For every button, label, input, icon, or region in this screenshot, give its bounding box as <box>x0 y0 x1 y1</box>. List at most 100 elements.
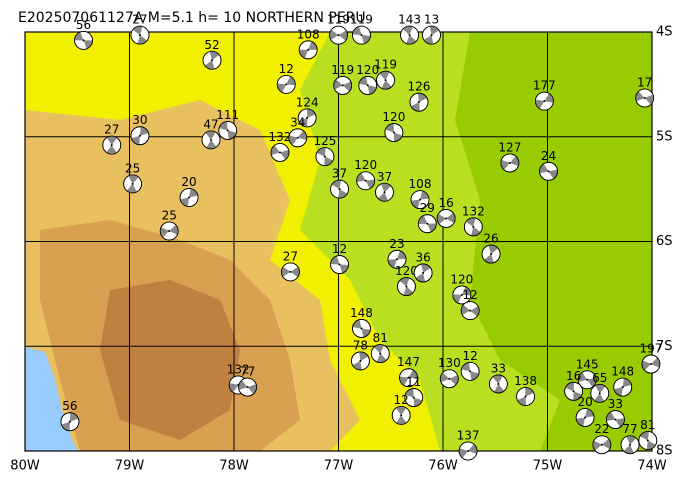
beachball-quadrant <box>388 259 398 268</box>
beachball-center <box>600 443 603 446</box>
beachball-quadrant <box>160 227 170 238</box>
focal-mechanism <box>399 368 418 388</box>
beachball-outline <box>410 190 430 210</box>
focal-mechanism <box>463 217 483 237</box>
beachball-quadrant <box>380 183 391 193</box>
beachball-outline <box>218 121 238 140</box>
beachball-center <box>296 136 299 139</box>
beachball-outline <box>391 405 411 425</box>
depth-label: 148 <box>350 306 373 320</box>
beachball-center <box>646 439 649 442</box>
beachball-center <box>419 198 422 201</box>
beachball-quadrant <box>381 80 392 90</box>
beachball-quadrant <box>421 263 431 273</box>
beachball-center <box>408 34 411 37</box>
beachball-outline <box>500 153 520 173</box>
beachball-quadrant <box>238 380 248 391</box>
beachball-quadrant <box>594 393 605 403</box>
beachball-center <box>138 134 141 137</box>
focal-mechanism <box>238 377 257 397</box>
beachball-center <box>383 191 386 194</box>
beachball-center <box>524 395 527 398</box>
beachball-quadrant <box>539 163 549 174</box>
focal-mechanism <box>288 128 308 148</box>
focal-mechanism <box>123 174 143 194</box>
beachball-quadrant <box>247 384 257 395</box>
beachball-outline <box>436 209 456 228</box>
focal-mechanism <box>635 88 655 108</box>
focal-mechanism <box>638 431 658 450</box>
depth-label: 126 <box>408 80 431 94</box>
beachball-quadrant <box>106 136 118 146</box>
beachball-center <box>400 414 403 417</box>
beachball-quadrant <box>405 388 414 398</box>
beachball-center <box>472 225 475 228</box>
beachball-center <box>412 396 415 399</box>
depth-label: 13 <box>424 13 439 27</box>
focal-mechanism <box>276 74 296 94</box>
beachball-outline <box>201 130 221 150</box>
beachball-outline <box>590 383 610 403</box>
depth-label: 197 <box>640 342 663 356</box>
beachball-outline <box>638 431 658 450</box>
beachball-center <box>417 101 420 104</box>
beachball-center <box>586 378 589 381</box>
beachball-center <box>448 377 451 380</box>
beachball-quadrant <box>396 415 407 425</box>
beachball-quadrant <box>69 412 79 422</box>
beachball-quadrant <box>592 440 602 451</box>
beachball-quadrant <box>465 217 476 227</box>
beachball-outline <box>606 410 625 429</box>
depth-label: 30 <box>132 113 147 127</box>
beachball-center <box>211 59 214 62</box>
lat-tick-label: 6S <box>656 234 673 249</box>
depth-label: 130 <box>438 356 461 370</box>
lon-tick-label: 77W <box>324 459 354 474</box>
beachball-quadrant <box>565 382 574 392</box>
beachball-quadrant <box>427 223 437 232</box>
beachball-quadrant <box>415 272 426 282</box>
beachball-quadrant <box>169 224 179 235</box>
beachball-center <box>341 84 344 87</box>
depth-label: 25 <box>162 209 177 223</box>
beachball-quadrant <box>461 304 471 315</box>
beachball-outline <box>276 74 296 94</box>
beachball-quadrant <box>204 60 215 70</box>
depth-label: 78 <box>353 338 368 352</box>
beachball-quadrant <box>452 294 462 304</box>
depth-label: 34 <box>290 115 305 129</box>
beachball-quadrant <box>517 396 527 406</box>
depth-label: 81 <box>373 331 388 345</box>
beachball-outline <box>330 255 349 274</box>
beachball-center <box>226 129 229 132</box>
beachball-quadrant <box>492 374 503 384</box>
depth-label: 108 <box>297 27 320 41</box>
focal-mechanism <box>436 209 456 228</box>
beachball-quadrant <box>298 117 308 127</box>
beachball-quadrant <box>288 135 298 146</box>
beachball-outline <box>539 161 558 181</box>
beachball-outline <box>102 135 122 155</box>
beachball-outline <box>358 76 378 95</box>
beachball-center <box>460 293 463 296</box>
depth-label: 25 <box>125 161 140 175</box>
beachball-center <box>649 363 652 366</box>
beachball-outline <box>329 25 348 45</box>
depth-label: 108 <box>409 177 432 191</box>
beachball-quadrant <box>587 377 597 388</box>
beachball-quadrant <box>361 35 371 44</box>
beachball-center <box>360 327 363 330</box>
beachball-outline <box>592 435 612 455</box>
beachball-quadrant <box>470 306 480 317</box>
beachball-quadrant <box>578 372 588 382</box>
depth-label: 33 <box>491 361 506 375</box>
beachball-quadrant <box>367 85 377 95</box>
beachball-outline <box>404 388 424 407</box>
beachball-quadrant <box>525 387 534 397</box>
beachball-center <box>359 359 362 362</box>
focal-mechanism <box>202 50 222 70</box>
lon-tick-label: 74W <box>637 459 667 474</box>
depth-label: 37 <box>332 167 347 181</box>
focal-mechanism <box>460 301 480 321</box>
beachball-outline <box>422 25 441 45</box>
